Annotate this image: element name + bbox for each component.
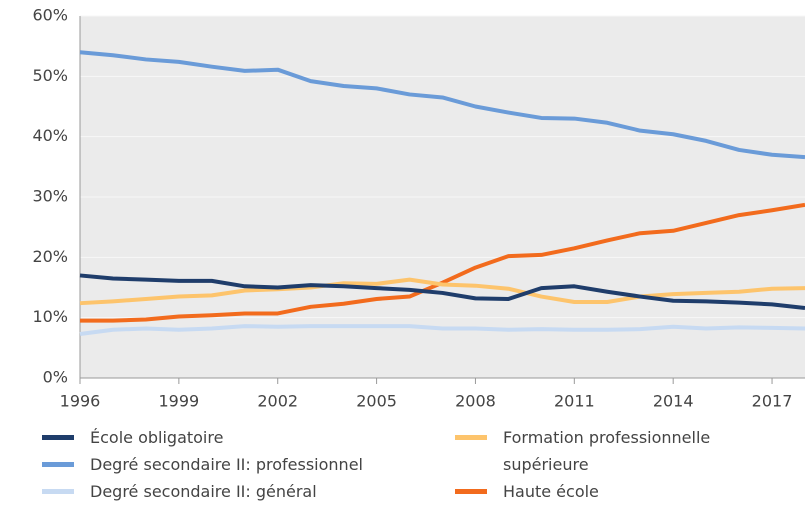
series-line: [79, 324, 805, 336]
legend-swatch: [42, 462, 74, 467]
legend-swatch: [42, 489, 74, 494]
x-tick-label: 2005: [356, 392, 397, 411]
y-tick-label: 60%: [32, 6, 68, 25]
y-tick-label: 10%: [32, 307, 68, 326]
legend-item: Degré secondaire II: professionnel: [42, 451, 402, 478]
x-tick-label: 2008: [455, 392, 496, 411]
y-tick-label: 40%: [32, 126, 68, 145]
x-tick-label: 2017: [752, 392, 793, 411]
series-line: [79, 50, 805, 160]
x-tick-label: 1999: [159, 392, 200, 411]
series-line: [79, 273, 805, 311]
x-tick-label: 1996: [60, 392, 101, 411]
x-tick-label: 2002: [257, 392, 298, 411]
x-tick-label: 2011: [554, 392, 595, 411]
legend-swatch: [42, 435, 74, 440]
y-tick-label: 20%: [32, 247, 68, 266]
legend-label: Haute école: [503, 482, 599, 501]
legend-item: Formation professionnelle supérieure: [455, 424, 785, 478]
legend-item: Degré secondaire II: général: [42, 478, 402, 505]
legend-item: Haute école: [455, 478, 785, 505]
legend-label: Formation professionnelle supérieure: [503, 428, 711, 474]
y-tick-label: 0%: [43, 368, 68, 387]
x-tick-label: 2014: [653, 392, 694, 411]
legend-item: École obligatoire: [42, 424, 402, 451]
legend-label: Degré secondaire II: professionnel: [90, 455, 363, 474]
y-tick-label: 50%: [32, 66, 68, 85]
legend-label: École obligatoire: [90, 428, 224, 447]
y-tick-label: 30%: [32, 187, 68, 206]
plot: 0% 10% 20% 30% 40% 50% 60% 1996 1999 2002 2005 2008…: [32, 6, 805, 411]
series-line: [79, 277, 805, 306]
legend-label: Degré secondaire II: général: [90, 482, 317, 501]
legend-swatch: [455, 435, 487, 440]
legend-swatch: [455, 489, 487, 494]
